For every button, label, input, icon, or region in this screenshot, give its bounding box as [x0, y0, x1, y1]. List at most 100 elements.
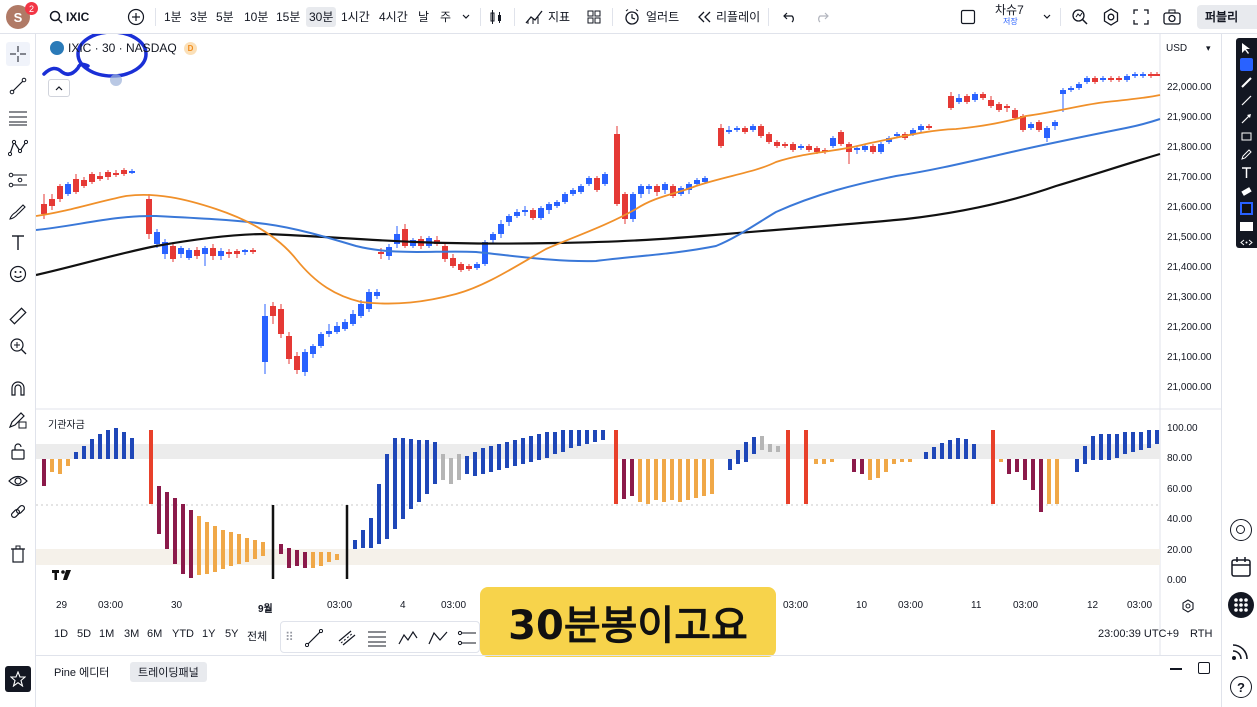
candle-body: [1092, 78, 1098, 82]
line-icon[interactable]: [1240, 94, 1253, 107]
osc-bar: [505, 442, 509, 468]
stroke-width-swatch[interactable]: [1240, 222, 1253, 231]
symbol-search[interactable]: IXIC: [66, 10, 90, 24]
pen-brush-icon[interactable]: [1240, 148, 1253, 161]
broadcast-signal-icon[interactable]: [1230, 640, 1252, 662]
elliott-wave-icon[interactable]: [397, 629, 419, 647]
data-delay-badge[interactable]: D: [184, 42, 197, 55]
candle-body: [129, 171, 135, 173]
legend-collapse-button[interactable]: [48, 79, 70, 97]
settings-gear-icon[interactable]: [1101, 6, 1121, 28]
interval-30m[interactable]: 30분: [306, 7, 337, 27]
zoom-in-icon[interactable]: [6, 334, 30, 358]
trendline-icon[interactable]: [305, 629, 323, 647]
candle-body: [318, 334, 324, 346]
publish-button[interactable]: 퍼블리: [1197, 5, 1257, 29]
undo-icon[interactable]: [780, 6, 800, 28]
calendar-icon[interactable]: [1230, 556, 1252, 578]
lock-drawing-pencil-icon[interactable]: [6, 408, 30, 432]
expand-arrows-icon[interactable]: [1240, 236, 1253, 249]
trash-icon[interactable]: [6, 542, 30, 566]
camera-icon[interactable]: [1162, 6, 1182, 28]
alert-button[interactable]: 얼러트: [646, 10, 680, 24]
currency-selector[interactable]: USD: [1166, 43, 1188, 54]
abcd-pattern-icon[interactable]: [427, 629, 449, 647]
cursor-arrow-icon[interactable]: [1240, 42, 1253, 55]
pen-active-icon[interactable]: [1240, 58, 1253, 71]
layout-grid-icon[interactable]: [584, 6, 604, 28]
osc-bar: [181, 504, 185, 574]
candle-body: [742, 128, 748, 132]
oscillator-title[interactable]: 기관자금: [48, 420, 85, 431]
lock-icon[interactable]: [6, 439, 30, 463]
osc-bar: [814, 459, 818, 464]
emoji-icon[interactable]: [6, 262, 30, 286]
session-toggle[interactable]: RTH: [1190, 628, 1213, 640]
interval-1m[interactable]: 1분: [164, 10, 182, 24]
color-swatch-blue[interactable]: [1240, 202, 1253, 215]
candle-body: [814, 148, 820, 152]
layout-dropdown-icon[interactable]: [1037, 6, 1057, 28]
interval-dropdown-icon[interactable]: [456, 6, 476, 28]
ruler-icon[interactable]: [6, 304, 30, 328]
trendline-icon[interactable]: [6, 74, 30, 98]
osc-bar: [601, 430, 605, 440]
chart-canvas[interactable]: [36, 34, 1221, 655]
interval-week[interactable]: 주: [440, 10, 452, 24]
replay-rewind-icon[interactable]: [694, 6, 714, 28]
favorites-star-icon[interactable]: [5, 666, 31, 692]
interval-10m[interactable]: 10분: [244, 10, 269, 24]
target-icon[interactable]: [1230, 519, 1252, 541]
replay-button[interactable]: 리플레이: [716, 10, 761, 24]
time-tick-label: 03:00: [98, 600, 124, 611]
pattern-icon[interactable]: [6, 136, 30, 160]
indicators-button[interactable]: 지표: [548, 10, 571, 24]
maximize-icon[interactable]: [1198, 662, 1210, 674]
text-icon[interactable]: [1240, 166, 1253, 179]
eye-icon[interactable]: [6, 469, 30, 493]
layout-name[interactable]: 차슈7: [995, 3, 1024, 17]
tab-pine-editor[interactable]: Pine 에디터: [54, 667, 110, 679]
alarm-clock-icon[interactable]: [622, 6, 642, 28]
rectangle-icon[interactable]: [1240, 130, 1253, 143]
candle-body: [750, 126, 756, 130]
projection-icon[interactable]: [6, 168, 30, 192]
candle-body: [718, 128, 724, 146]
drag-handle-icon[interactable]: ⠿: [285, 630, 294, 644]
text-tool-icon[interactable]: [6, 231, 30, 255]
fullscreen-layout-icon[interactable]: [958, 6, 978, 28]
interval-15m[interactable]: 15분: [276, 10, 301, 24]
quick-search-icon[interactable]: [1070, 6, 1090, 28]
link-icon[interactable]: [6, 500, 30, 524]
clock-timezone[interactable]: 23:00:39 UTC+9: [1098, 628, 1180, 640]
apps-grid-icon[interactable]: [1228, 592, 1254, 618]
fib-lines-icon[interactable]: [367, 629, 387, 647]
candle-body: [1028, 124, 1034, 128]
redo-icon[interactable]: [812, 6, 832, 28]
tab-trading-panel[interactable]: 트레이딩패널: [130, 662, 207, 682]
interval-1h[interactable]: 1시간: [341, 10, 370, 24]
candle-type-icon[interactable]: [486, 6, 506, 28]
minimize-icon[interactable]: [1170, 668, 1182, 670]
compare-add-icon[interactable]: [126, 6, 146, 28]
fullscreen-icon[interactable]: [1131, 6, 1151, 28]
interval-4h[interactable]: 4시간: [379, 10, 408, 24]
arrow-icon[interactable]: [1240, 112, 1253, 125]
indicators-icon[interactable]: [524, 6, 544, 28]
interval-day[interactable]: 날: [418, 10, 430, 24]
time-axis-settings-icon[interactable]: [1181, 599, 1197, 615]
brush-icon[interactable]: [6, 200, 30, 224]
help-icon[interactable]: ?: [1230, 676, 1252, 698]
crosshair-icon[interactable]: [6, 42, 30, 66]
interval-5m[interactable]: 5분: [216, 10, 234, 24]
marker-icon[interactable]: [1240, 76, 1253, 89]
eraser-icon[interactable]: [1240, 184, 1253, 197]
currency-dropdown-icon[interactable]: ▾: [1206, 43, 1211, 53]
projection-icon[interactable]: [457, 629, 477, 647]
search-icon[interactable]: [46, 6, 66, 28]
channel-icon[interactable]: [337, 629, 357, 647]
fib-lines-icon[interactable]: [6, 105, 30, 129]
interval-3m[interactable]: 3분: [190, 10, 208, 24]
legend-symbol[interactable]: IXIC · 30 · NASDAQ: [68, 41, 177, 55]
magnet-icon[interactable]: [6, 376, 30, 400]
